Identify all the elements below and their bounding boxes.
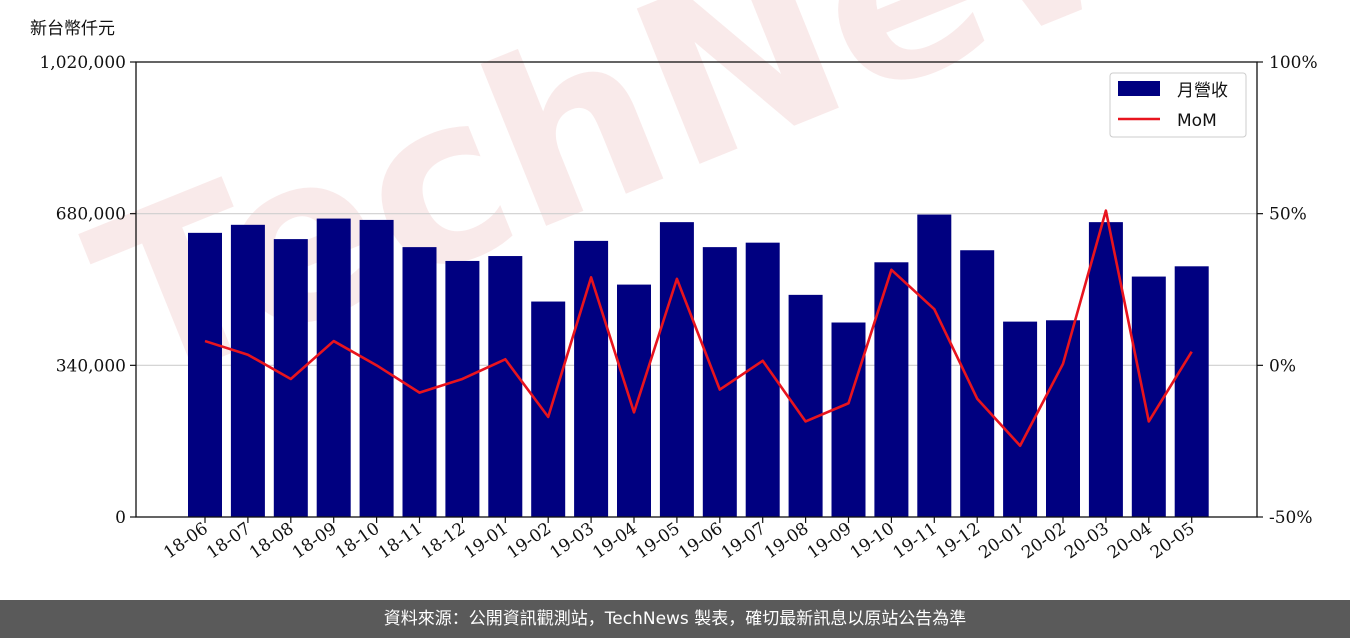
x-tick-label: 19-11 <box>890 519 942 563</box>
bar-20-02 <box>1046 320 1080 517</box>
x-tick-label: 20-02 <box>1018 519 1070 563</box>
legend-label-revenue: 月營收 <box>1177 81 1228 101</box>
plot-frame <box>135 61 1258 518</box>
x-tick-label: 20-03 <box>1061 519 1113 563</box>
bar-19-04 <box>617 284 651 517</box>
bar-19-01 <box>488 256 523 517</box>
bar-18-07 <box>230 224 265 517</box>
bar-20-01 <box>1003 321 1038 517</box>
x-tick-label: 18-07 <box>203 519 255 563</box>
x-tick-label: 19-03 <box>546 519 598 563</box>
legend: 月營收 MoM <box>1109 72 1247 138</box>
mom-series <box>204 209 1193 448</box>
right-tick-label: 0% <box>1269 356 1296 376</box>
x-tick-label: 18-11 <box>375 519 427 563</box>
legend-swatch-revenue <box>1118 81 1160 96</box>
bar-18-06 <box>188 232 222 518</box>
bar-20-05 <box>1174 266 1209 517</box>
x-tick-label: 20-05 <box>1147 519 1199 563</box>
x-tick-label: 18-10 <box>332 519 384 563</box>
right-tick-label: 50% <box>1269 205 1307 225</box>
x-tick-label: 19-02 <box>503 519 555 563</box>
x-tick-label: 19-06 <box>675 519 727 563</box>
bar-19-05 <box>659 222 694 517</box>
right-tick-label: -50% <box>1269 508 1313 528</box>
x-tick-label: 18-06 <box>160 519 212 563</box>
bar-18-11 <box>402 247 437 517</box>
x-tick-label: 20-04 <box>1104 519 1156 563</box>
right-y-axis: -50% 0% 50% 100% <box>1257 53 1318 528</box>
x-tick-label: 19-04 <box>589 519 641 563</box>
x-tick-label: 18-12 <box>418 519 470 563</box>
left-y-axis: 0 340,000 680,000 1,020,000 <box>39 53 136 528</box>
x-tick-label: 19-09 <box>804 519 856 563</box>
right-tick-label: 100% <box>1269 53 1318 73</box>
bar-19-03 <box>574 240 609 518</box>
x-tick-label: 18-08 <box>246 519 298 563</box>
x-tick-label: 20-01 <box>975 519 1027 563</box>
legend-label-mom: MoM <box>1177 111 1217 131</box>
left-tick-label: 680,000 <box>56 205 126 225</box>
bar-19-12 <box>960 250 995 517</box>
x-tick-label: 18-09 <box>289 519 341 563</box>
x-tick-label: 19-12 <box>932 519 984 563</box>
x-tick-label: 19-05 <box>632 519 684 563</box>
bar-series <box>188 214 1209 518</box>
bar-19-10 <box>874 262 909 517</box>
y-axis-unit-label: 新台幣仟元 <box>30 19 115 39</box>
bar-19-07 <box>745 242 780 518</box>
x-tick-label: 19-07 <box>718 519 770 563</box>
bar-18-09 <box>316 218 351 517</box>
mom-line <box>204 209 1193 448</box>
left-tick-label: 0 <box>115 508 126 528</box>
bar-19-11 <box>917 214 952 517</box>
x-tick-label: 19-10 <box>847 519 899 563</box>
bar-19-09 <box>831 322 866 517</box>
bar-18-12 <box>445 260 480 517</box>
bar-20-04 <box>1131 276 1166 517</box>
left-tick-label: 1,020,000 <box>39 53 126 73</box>
x-tick-label: 19-01 <box>461 519 513 563</box>
left-tick-label: 340,000 <box>56 356 126 376</box>
source-footer: 資料來源：公開資訊觀測站，TechNews 製表，確切最新訊息以原站公告為準 <box>0 600 1350 638</box>
x-tick-label: 19-08 <box>761 519 813 563</box>
bar-19-02 <box>531 301 566 517</box>
bar-18-10 <box>359 219 394 518</box>
x-axis: 18-0618-0718-0818-0918-1018-1118-1219-01… <box>160 517 1199 563</box>
